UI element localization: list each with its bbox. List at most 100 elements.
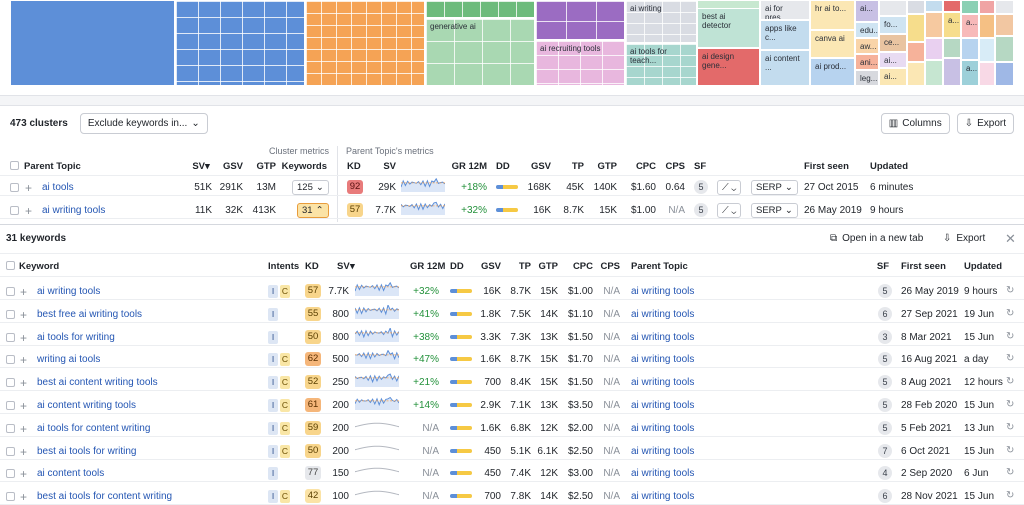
treemap-block-ai-writing[interactable]: ai writing bbox=[625, 0, 697, 43]
trend-dropdown[interactable]: ⟋ ⌄ bbox=[717, 180, 742, 195]
treemap-block-s18[interactable] bbox=[979, 14, 995, 38]
col-header-gtp[interactable]: GTP bbox=[256, 161, 276, 172]
treemap-block-aw[interactable]: aw... bbox=[855, 38, 879, 54]
plus-icon[interactable]: + bbox=[25, 204, 33, 218]
treemap-block-canva[interactable]: canva ai bbox=[810, 30, 855, 58]
treemap-block-recruiting[interactable]: ai recruiting tools bbox=[535, 40, 625, 86]
treemap-block-s21[interactable] bbox=[995, 0, 1014, 14]
treemap-block-s19[interactable] bbox=[979, 38, 995, 62]
treemap-block-s8[interactable] bbox=[925, 60, 943, 86]
kw-col-header-dd[interactable]: DD bbox=[450, 261, 464, 272]
refresh-icon[interactable]: ↻ bbox=[1006, 285, 1015, 296]
col-header-first_seen[interactable]: First seen bbox=[804, 161, 849, 172]
kw-col-header-sf[interactable]: SF bbox=[876, 261, 889, 272]
kw-col-header-sv[interactable]: SV bbox=[337, 261, 350, 272]
col-header-sf[interactable]: SF bbox=[694, 161, 707, 172]
keyword-link[interactable]: ai content tools bbox=[37, 468, 105, 480]
col-header-cps[interactable]: CPS bbox=[665, 161, 685, 172]
keyword-row-checkbox[interactable] bbox=[6, 378, 15, 388]
keywords-count-dropdown[interactable]: 125 ⌄ bbox=[292, 180, 329, 195]
parent-topic-link[interactable]: ai tools bbox=[42, 182, 74, 193]
kw-col-header-gtp[interactable]: GTP bbox=[538, 261, 558, 272]
keyword-link[interactable]: ai writing tools bbox=[37, 286, 101, 297]
treemap-block-s22[interactable] bbox=[995, 14, 1014, 36]
treemap-block-s20[interactable] bbox=[979, 62, 995, 86]
treemap-block-hr[interactable]: hr ai to... bbox=[810, 0, 855, 30]
keyword-row-checkbox[interactable] bbox=[6, 423, 15, 433]
select-all-keywords-checkbox[interactable] bbox=[6, 261, 15, 270]
parent-topic-link[interactable]: ai writing tools bbox=[42, 205, 106, 216]
col-header-gr[interactable]: GR 12M bbox=[451, 161, 487, 172]
refresh-icon[interactable]: ↻ bbox=[1006, 307, 1015, 319]
treemap-block-s5[interactable] bbox=[925, 0, 943, 12]
export-button[interactable]: ⇩ Export bbox=[956, 112, 1014, 134]
refresh-icon[interactable]: ↻ bbox=[1006, 467, 1015, 479]
refresh-icon[interactable]: ↻ bbox=[1006, 444, 1015, 456]
columns-button[interactable]: ▥ Columns bbox=[880, 112, 950, 134]
keyword-link[interactable]: ai content writing tools bbox=[37, 400, 136, 411]
treemap-block-design[interactable]: ai design gene... bbox=[697, 48, 760, 86]
treemap-block-leg[interactable]: leg... bbox=[855, 70, 879, 86]
parent-topic-link[interactable]: ai writing tools bbox=[631, 308, 695, 320]
treemap-block-s11[interactable] bbox=[943, 38, 961, 58]
col-header-parent_topic[interactable]: Parent Topic bbox=[24, 161, 81, 172]
parent-topic-link[interactable]: ai writing tools bbox=[631, 491, 695, 503]
keyword-link[interactable]: best ai tools for writing bbox=[37, 445, 137, 457]
kw-col-header-gsv[interactable]: GSV bbox=[480, 261, 501, 272]
plus-icon[interactable]: + bbox=[20, 307, 28, 322]
parent-topic-link[interactable]: ai writing tools bbox=[631, 286, 695, 297]
treemap-block-purple[interactable] bbox=[535, 0, 625, 40]
treemap-block-generative-ai[interactable]: generative ai bbox=[425, 18, 535, 86]
plus-icon[interactable]: + bbox=[20, 467, 28, 482]
kw-col-header-updated[interactable]: Updated bbox=[964, 261, 1002, 272]
parent-topic-link[interactable]: ai writing tools bbox=[631, 331, 695, 343]
col-header-cpc[interactable]: CPC bbox=[635, 161, 656, 172]
col-header-tp[interactable]: TP bbox=[571, 161, 584, 172]
col-header-gsv[interactable]: GSV bbox=[222, 161, 243, 172]
col-header-dd[interactable]: DD bbox=[496, 161, 510, 172]
kw-col-header-parent[interactable]: Parent Topic bbox=[631, 261, 688, 272]
export-keywords-button[interactable]: ⇩ Export bbox=[943, 233, 985, 244]
treemap-block-s2[interactable] bbox=[907, 14, 925, 42]
keywords-count-dropdown[interactable]: 31 ⌃ bbox=[297, 203, 329, 218]
treemap-block-teach[interactable]: ai tools for teach... bbox=[625, 43, 697, 86]
refresh-icon[interactable]: ↻ bbox=[1006, 353, 1015, 365]
treemap-block-s23[interactable] bbox=[995, 36, 1014, 62]
treemap-block-x[interactable] bbox=[879, 0, 907, 16]
treemap-block-s7[interactable] bbox=[925, 38, 943, 60]
col-header-sv[interactable]: SV bbox=[192, 161, 205, 172]
treemap-block-s1[interactable] bbox=[907, 0, 925, 14]
plus-icon[interactable]: + bbox=[20, 353, 28, 368]
parent-topic-link[interactable]: ai writing tools bbox=[631, 468, 695, 480]
kw-col-header-kd[interactable]: KD bbox=[305, 261, 319, 272]
treemap-block-s12[interactable] bbox=[943, 58, 961, 86]
plus-icon[interactable]: + bbox=[25, 181, 33, 195]
keyword-row-checkbox[interactable] bbox=[6, 355, 15, 365]
parent-topic-link[interactable]: ai writing tools bbox=[631, 377, 695, 389]
treemap-block-prod[interactable]: ai prod... bbox=[810, 58, 855, 86]
treemap-block-purple-small[interactable]: ai... bbox=[855, 0, 879, 22]
treemap-block-s17[interactable] bbox=[979, 0, 995, 14]
treemap-block-s16[interactable]: a... bbox=[961, 60, 979, 86]
treemap-block-s4[interactable] bbox=[907, 62, 925, 86]
parent-topic-link[interactable]: ai writing tools bbox=[631, 354, 695, 366]
plus-icon[interactable]: + bbox=[20, 330, 28, 345]
open-in-new-tab-button[interactable]: ⧉ Open in a new tab bbox=[830, 233, 923, 244]
keyword-row-checkbox[interactable] bbox=[6, 492, 15, 502]
kw-col-header-keyword[interactable]: Keyword bbox=[19, 261, 60, 272]
keyword-link[interactable]: ai tools for content writing bbox=[37, 422, 151, 434]
keyword-row-checkbox[interactable] bbox=[6, 332, 15, 342]
plus-icon[interactable]: + bbox=[20, 490, 28, 505]
treemap-block-s6[interactable] bbox=[925, 12, 943, 38]
treemap-block-ai-tools[interactable] bbox=[10, 0, 175, 86]
keyword-row-checkbox[interactable] bbox=[6, 446, 15, 456]
serp-dropdown[interactable]: SERP ⌄ bbox=[751, 203, 798, 218]
kw-col-header-gr[interactable]: GR 12M bbox=[410, 261, 446, 272]
treemap-block-detector[interactable]: best ai detector bbox=[697, 8, 760, 48]
treemap-block-fo[interactable]: fo... bbox=[879, 16, 907, 34]
keyword-link[interactable]: writing ai tools bbox=[37, 354, 101, 366]
keyword-row-checkbox[interactable] bbox=[6, 469, 15, 479]
treemap-block-apps[interactable]: apps like c... bbox=[760, 20, 810, 50]
refresh-icon[interactable]: ↻ bbox=[1006, 399, 1015, 410]
exclude-keywords-dropdown[interactable]: Exclude keywords in... ⌄ bbox=[79, 112, 208, 134]
